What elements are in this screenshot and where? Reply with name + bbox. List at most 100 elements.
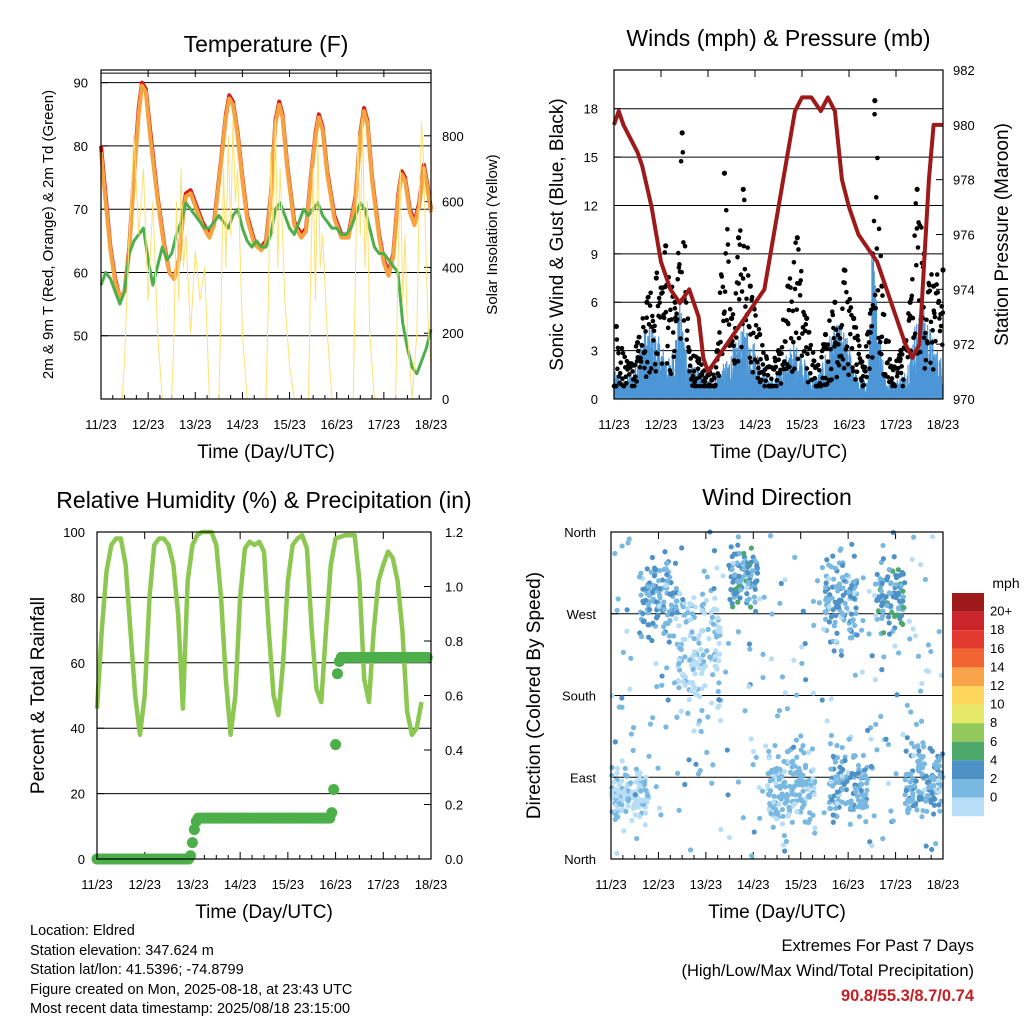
x-tick-label: 13/23 [690, 877, 723, 892]
gust-point [850, 365, 855, 370]
direction-point [711, 585, 717, 592]
direction-point [781, 768, 787, 775]
direction-point [868, 736, 874, 742]
direction-point [715, 704, 721, 710]
direction-point [692, 671, 698, 677]
x-tick-label: 15/23 [786, 417, 819, 432]
gust-point [735, 254, 740, 260]
direction-point [838, 648, 844, 654]
gust-point [808, 342, 814, 348]
direction-point [624, 773, 630, 779]
direction-point [735, 579, 741, 585]
gust-point [804, 366, 810, 371]
direction-point [686, 697, 693, 703]
direction-point [744, 585, 750, 591]
gust-point [652, 361, 658, 367]
direction-point [639, 798, 645, 804]
direction-point [854, 632, 860, 638]
direction-point [766, 748, 772, 755]
direction-point [867, 839, 873, 845]
gust-point [725, 242, 731, 247]
gust-point [939, 342, 945, 348]
direction-point [831, 576, 837, 582]
chart-title: Wind Direction [702, 484, 852, 510]
direction-point [854, 793, 860, 799]
direction-point [790, 771, 797, 777]
gust-point [832, 299, 838, 305]
direction-point [776, 707, 783, 714]
gust-point [743, 304, 748, 309]
gust-point [734, 335, 739, 340]
gust-point [834, 374, 840, 380]
direction-point [886, 631, 893, 637]
direction-point [715, 615, 721, 621]
direction-point [842, 757, 848, 764]
direction-point [716, 651, 723, 657]
gust-point [638, 359, 644, 364]
direction-point [933, 841, 939, 847]
gust-point [722, 309, 727, 315]
direction-point [700, 601, 707, 607]
gust-point [800, 331, 805, 336]
y-tick-label: 20 [71, 787, 85, 802]
x-tick-label: 17/23 [879, 877, 912, 892]
direction-point [878, 588, 884, 594]
gust-point [873, 305, 878, 311]
direction-point [659, 682, 665, 688]
direction-point [694, 660, 701, 666]
gust-point [733, 291, 739, 296]
direction-point [728, 544, 734, 550]
gust-point [790, 308, 796, 314]
gust-point [822, 331, 829, 338]
gust-point [652, 323, 657, 329]
gust-point [825, 342, 831, 347]
direction-point [733, 590, 739, 596]
direction-point [772, 810, 779, 816]
rainfall-point [326, 807, 338, 819]
direction-point [785, 748, 791, 754]
direction-points [609, 529, 946, 859]
direction-point [785, 813, 791, 819]
direction-point [760, 674, 766, 681]
gust-point [753, 322, 759, 328]
direction-point [892, 613, 898, 620]
direction-point [849, 541, 855, 547]
gust-point [745, 273, 751, 278]
gust-point [625, 364, 631, 370]
y2-tick-label: 0.6 [445, 689, 463, 704]
direction-point [848, 801, 854, 807]
direction-point [938, 782, 944, 788]
gust-point [855, 337, 861, 343]
gust-point [932, 314, 938, 320]
gust-point [871, 218, 877, 224]
x-tick-label: 16/23 [832, 877, 865, 892]
direction-point [630, 747, 636, 753]
x-axis-label: Time (Day/UTC) [197, 442, 335, 463]
direction-point [848, 611, 855, 617]
direction-point [903, 748, 909, 754]
direction-point [747, 604, 754, 610]
direction-point [795, 771, 801, 777]
legend-swatch [952, 741, 984, 761]
gust-point [663, 243, 669, 249]
direction-point [839, 562, 846, 569]
y2-tick-label: 972 [953, 337, 975, 352]
direction-point [775, 754, 781, 760]
direction-point [737, 595, 743, 601]
direction-point [699, 670, 705, 677]
direction-point [922, 576, 928, 583]
x-tick-label: 12/23 [132, 417, 165, 432]
gust-point [894, 373, 900, 379]
direction-point [621, 828, 627, 834]
direction-point [760, 651, 766, 657]
direction-point [669, 611, 675, 617]
gust-point [794, 307, 800, 312]
direction-point [710, 621, 717, 627]
direction-point [696, 718, 703, 724]
direction-point [754, 570, 761, 576]
gust-point [617, 370, 623, 376]
direction-point [874, 747, 880, 753]
direction-point [862, 772, 868, 779]
direction-point [835, 588, 841, 594]
gust-point [881, 312, 887, 318]
